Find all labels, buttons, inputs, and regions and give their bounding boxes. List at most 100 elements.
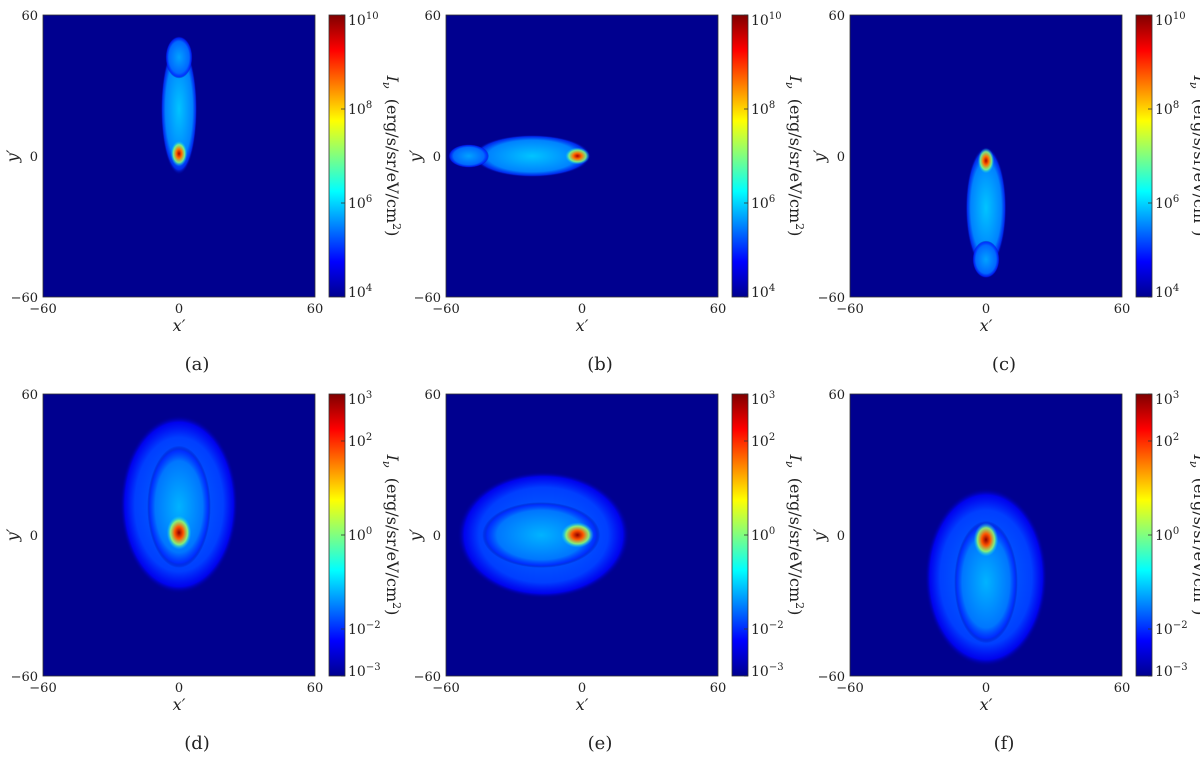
x-tick-label: 60 [307, 302, 324, 317]
x-tick-label: 0 [578, 681, 586, 696]
colorbar-tick-label: 10−2 [1155, 620, 1188, 638]
y-tick-label: 60 [424, 388, 441, 403]
intensity-hotspot [565, 147, 590, 165]
x-tick-label: 0 [578, 302, 586, 317]
x-tick-label: 60 [1114, 302, 1131, 317]
emission-plume [965, 146, 1007, 269]
intensity-hotspot [561, 522, 594, 548]
x-tick-label: 0 [175, 302, 183, 317]
y-tick-label: −60 [11, 670, 38, 685]
chart-panel-6: −60 0 60 60 0 −60 x′ y′ 10−3 10−2 100 102 103 Iν (erg… [810, 388, 1200, 754]
x-axis-label: x′ [173, 316, 186, 335]
y-tick-label: −60 [818, 670, 845, 685]
colorbar-label: Iν (erg/s/sr/eV/cm2) [783, 454, 806, 616]
chart-panel-1: −60 0 60 60 0 −60 x′ y′ 104 106 108 1010 Iν (erg/s/s… [3, 9, 403, 375]
colorbar-tick-label: 108 [1155, 100, 1179, 118]
x-tick-label: −60 [836, 681, 863, 696]
colorbar-tick-label: 102 [751, 432, 775, 450]
y-axis-label: y′ [810, 149, 829, 163]
panel-label: (b) [587, 354, 613, 375]
colorbar-tick-label: 1010 [348, 11, 379, 29]
chart-panel-5: −60 0 60 60 0 −60 x′ y′ 10−3 10−2 100 102 103 Iν (erg… [406, 388, 806, 754]
x-axis-label: x′ [980, 695, 993, 714]
colorbar-tick-label: 100 [1155, 526, 1179, 544]
plot-frame [42, 14, 316, 298]
colorbar-label: Iν (erg/s/sr/eV/cm2) [380, 454, 403, 616]
chart-panel-2: −60 0 60 60 0 −60 x′ y′ 104 106 108 1010 Iν (erg/s/s… [406, 9, 806, 375]
x-axis-label: x′ [576, 695, 589, 714]
plot-frame [849, 14, 1123, 298]
colorbar-tick-label: 106 [1155, 194, 1179, 212]
colorbar-tick-label: 10−3 [348, 662, 381, 680]
colorbar-tick-label: 104 [751, 283, 775, 301]
panel-label: (a) [185, 354, 210, 375]
colorbar-label: Iν (erg/s/sr/eV/cm2) [783, 75, 806, 237]
y-axis-label: y′ [406, 149, 425, 163]
x-axis-label: x′ [173, 695, 186, 714]
x-tick-label: 0 [175, 681, 183, 696]
colorbar-tick-label: 106 [751, 194, 775, 212]
colorbar [328, 14, 346, 298]
x-tick-label: −60 [432, 302, 459, 317]
plot-frame [42, 393, 316, 677]
y-tick-label: 0 [30, 529, 38, 544]
colorbar-label: Iν (erg/s/sr/eV/cm2) [1187, 75, 1200, 237]
colorbar-tick-label: 10−3 [1155, 662, 1188, 680]
x-tick-label: −60 [836, 302, 863, 317]
colorbar-tick-label: 10−3 [751, 662, 784, 680]
colorbar-tick-label: 104 [1155, 283, 1179, 301]
x-tick-label: −60 [432, 681, 459, 696]
intensity-hotspot [977, 148, 995, 174]
colorbar-tick-label: 103 [1155, 390, 1179, 408]
panel-label: (e) [588, 733, 613, 754]
intensity-hotspot [973, 522, 999, 557]
intensity-hotspot [166, 515, 192, 550]
colorbar-tick-label: 106 [348, 194, 372, 212]
emission-plume [473, 134, 592, 178]
colorbar [731, 14, 749, 298]
y-tick-label: 0 [433, 529, 441, 544]
plot-frame [445, 393, 719, 677]
y-tick-label: 60 [424, 9, 441, 24]
emission-plume [160, 43, 198, 175]
x-axis-label: x′ [980, 316, 993, 335]
colorbar [1135, 14, 1153, 298]
x-tick-label: 60 [1114, 681, 1131, 696]
panel-label: (f) [994, 733, 1015, 754]
y-tick-label: 0 [837, 150, 845, 165]
colorbar-tick-label: 108 [751, 100, 775, 118]
emission-plume [165, 36, 193, 79]
colorbar-tick-label: 1010 [1155, 11, 1186, 29]
colorbar-label: Iν (erg/s/sr/eV/cm2) [380, 75, 403, 237]
colorbar-tick-label: 100 [751, 526, 775, 544]
colorbar-tick-label: 103 [751, 390, 775, 408]
colorbar-tick-label: 100 [348, 526, 372, 544]
x-axis-label: x′ [576, 316, 589, 335]
panel-label: (d) [184, 733, 210, 754]
panel-label: (c) [992, 354, 1016, 375]
x-tick-label: 60 [710, 681, 727, 696]
y-axis-label: y′ [3, 528, 22, 542]
chart-panel-4: −60 0 60 60 0 −60 x′ y′ 10−3 10−2 100 102 103 Iν (erg… [3, 388, 403, 754]
colorbar-tick-label: 104 [348, 283, 372, 301]
emission-plume [482, 502, 601, 568]
emission-plume [147, 445, 211, 568]
y-tick-label: −60 [414, 291, 441, 306]
emission-plume [954, 520, 1018, 644]
y-tick-label: −60 [818, 291, 845, 306]
x-tick-label: 60 [710, 302, 727, 317]
y-tick-label: 60 [21, 388, 38, 403]
y-axis-label: y′ [3, 149, 22, 163]
y-tick-label: −60 [11, 291, 38, 306]
colorbar-tick-label: 102 [348, 432, 372, 450]
colorbar-tick-label: 10−2 [348, 620, 381, 638]
emission-plume [972, 240, 1000, 279]
x-tick-label: 0 [982, 302, 990, 317]
plot-frame [849, 393, 1123, 677]
y-tick-label: 60 [828, 388, 845, 403]
y-tick-label: 0 [30, 150, 38, 165]
x-tick-label: −60 [29, 302, 56, 317]
colorbar-tick-label: 1010 [751, 11, 782, 29]
